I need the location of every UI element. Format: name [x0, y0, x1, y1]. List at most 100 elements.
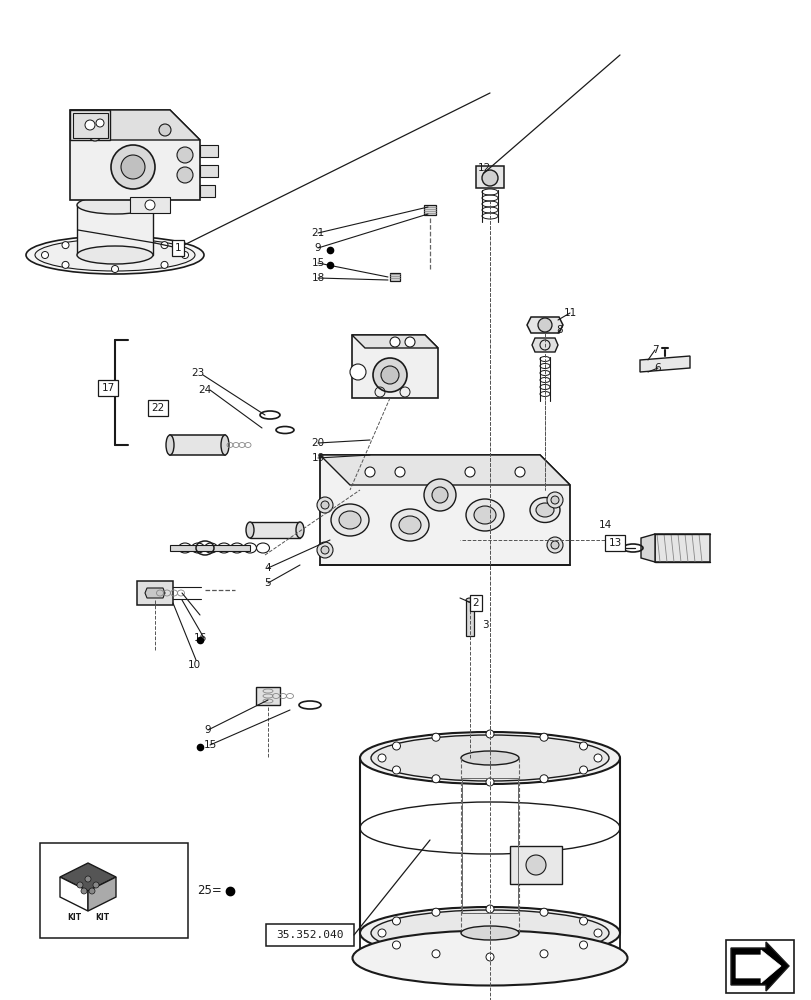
Circle shape	[89, 888, 95, 894]
Circle shape	[514, 467, 525, 477]
Circle shape	[547, 537, 562, 553]
Text: KIT: KIT	[67, 914, 81, 922]
Bar	[200, 165, 217, 177]
Circle shape	[111, 145, 155, 189]
Circle shape	[161, 242, 168, 249]
Circle shape	[378, 754, 385, 762]
Circle shape	[378, 929, 385, 937]
Ellipse shape	[352, 930, 627, 986]
Ellipse shape	[461, 926, 518, 940]
Text: 4: 4	[264, 563, 271, 573]
Bar	[266, 924, 354, 946]
Circle shape	[392, 917, 400, 925]
Circle shape	[350, 364, 366, 380]
Polygon shape	[70, 110, 200, 140]
Circle shape	[145, 200, 155, 210]
Ellipse shape	[35, 239, 195, 271]
Circle shape	[431, 908, 440, 916]
Polygon shape	[320, 455, 569, 485]
Text: 18: 18	[311, 273, 324, 283]
Ellipse shape	[221, 435, 229, 455]
Ellipse shape	[398, 516, 420, 534]
Ellipse shape	[77, 196, 152, 214]
Circle shape	[392, 941, 400, 949]
Bar	[509, 846, 561, 884]
Text: 16: 16	[193, 633, 206, 643]
Bar	[73, 113, 108, 138]
Polygon shape	[70, 110, 200, 200]
Circle shape	[320, 501, 328, 509]
Circle shape	[111, 265, 118, 272]
Polygon shape	[351, 335, 437, 398]
Text: 3: 3	[481, 620, 487, 630]
Polygon shape	[137, 581, 173, 605]
Circle shape	[111, 237, 118, 244]
Bar	[475, 166, 504, 188]
Polygon shape	[255, 687, 280, 705]
Polygon shape	[526, 317, 562, 333]
Circle shape	[431, 775, 440, 783]
Circle shape	[392, 742, 400, 750]
Polygon shape	[639, 356, 689, 372]
Circle shape	[89, 129, 101, 141]
Text: 9: 9	[315, 243, 321, 253]
Circle shape	[579, 766, 587, 774]
Bar	[389, 273, 400, 281]
Circle shape	[465, 467, 474, 477]
Circle shape	[405, 337, 414, 347]
Circle shape	[392, 766, 400, 774]
Polygon shape	[60, 863, 116, 891]
Circle shape	[62, 242, 69, 249]
Ellipse shape	[296, 522, 303, 538]
Ellipse shape	[535, 503, 553, 517]
Text: 24: 24	[198, 385, 212, 395]
Circle shape	[81, 888, 87, 894]
Text: 10: 10	[187, 660, 200, 670]
Polygon shape	[730, 942, 788, 991]
Circle shape	[85, 120, 95, 130]
Circle shape	[579, 742, 587, 750]
Polygon shape	[466, 600, 474, 636]
Text: 9: 9	[204, 725, 211, 735]
Polygon shape	[320, 455, 569, 565]
Bar	[725, 940, 793, 993]
Circle shape	[486, 778, 493, 786]
Polygon shape	[640, 534, 654, 562]
Text: 20: 20	[311, 438, 324, 448]
Text: 2: 2	[472, 598, 478, 608]
Circle shape	[594, 929, 601, 937]
Bar	[200, 185, 215, 197]
Ellipse shape	[461, 751, 518, 765]
Text: 23: 23	[191, 368, 204, 378]
Text: 12: 12	[477, 163, 490, 173]
Polygon shape	[351, 335, 437, 348]
Bar	[461, 778, 517, 913]
Circle shape	[159, 124, 171, 136]
Circle shape	[594, 754, 601, 762]
Ellipse shape	[338, 511, 361, 529]
Circle shape	[551, 541, 558, 549]
Circle shape	[551, 496, 558, 504]
Ellipse shape	[331, 504, 368, 536]
Circle shape	[539, 950, 547, 958]
Circle shape	[85, 876, 91, 882]
Text: 7: 7	[651, 345, 658, 355]
Bar	[200, 145, 217, 157]
Circle shape	[96, 119, 104, 127]
Text: 13: 13	[607, 538, 621, 548]
Circle shape	[389, 337, 400, 347]
Text: 15: 15	[203, 740, 217, 750]
Circle shape	[372, 358, 406, 392]
Circle shape	[486, 953, 493, 961]
Circle shape	[431, 487, 448, 503]
Ellipse shape	[371, 910, 608, 956]
Ellipse shape	[530, 497, 560, 522]
Text: 25=: 25=	[197, 884, 222, 898]
Polygon shape	[654, 534, 709, 562]
Circle shape	[380, 366, 398, 384]
Circle shape	[121, 155, 145, 179]
Text: 15: 15	[311, 258, 324, 268]
Circle shape	[431, 950, 440, 958]
Circle shape	[316, 497, 333, 513]
Polygon shape	[735, 950, 780, 983]
